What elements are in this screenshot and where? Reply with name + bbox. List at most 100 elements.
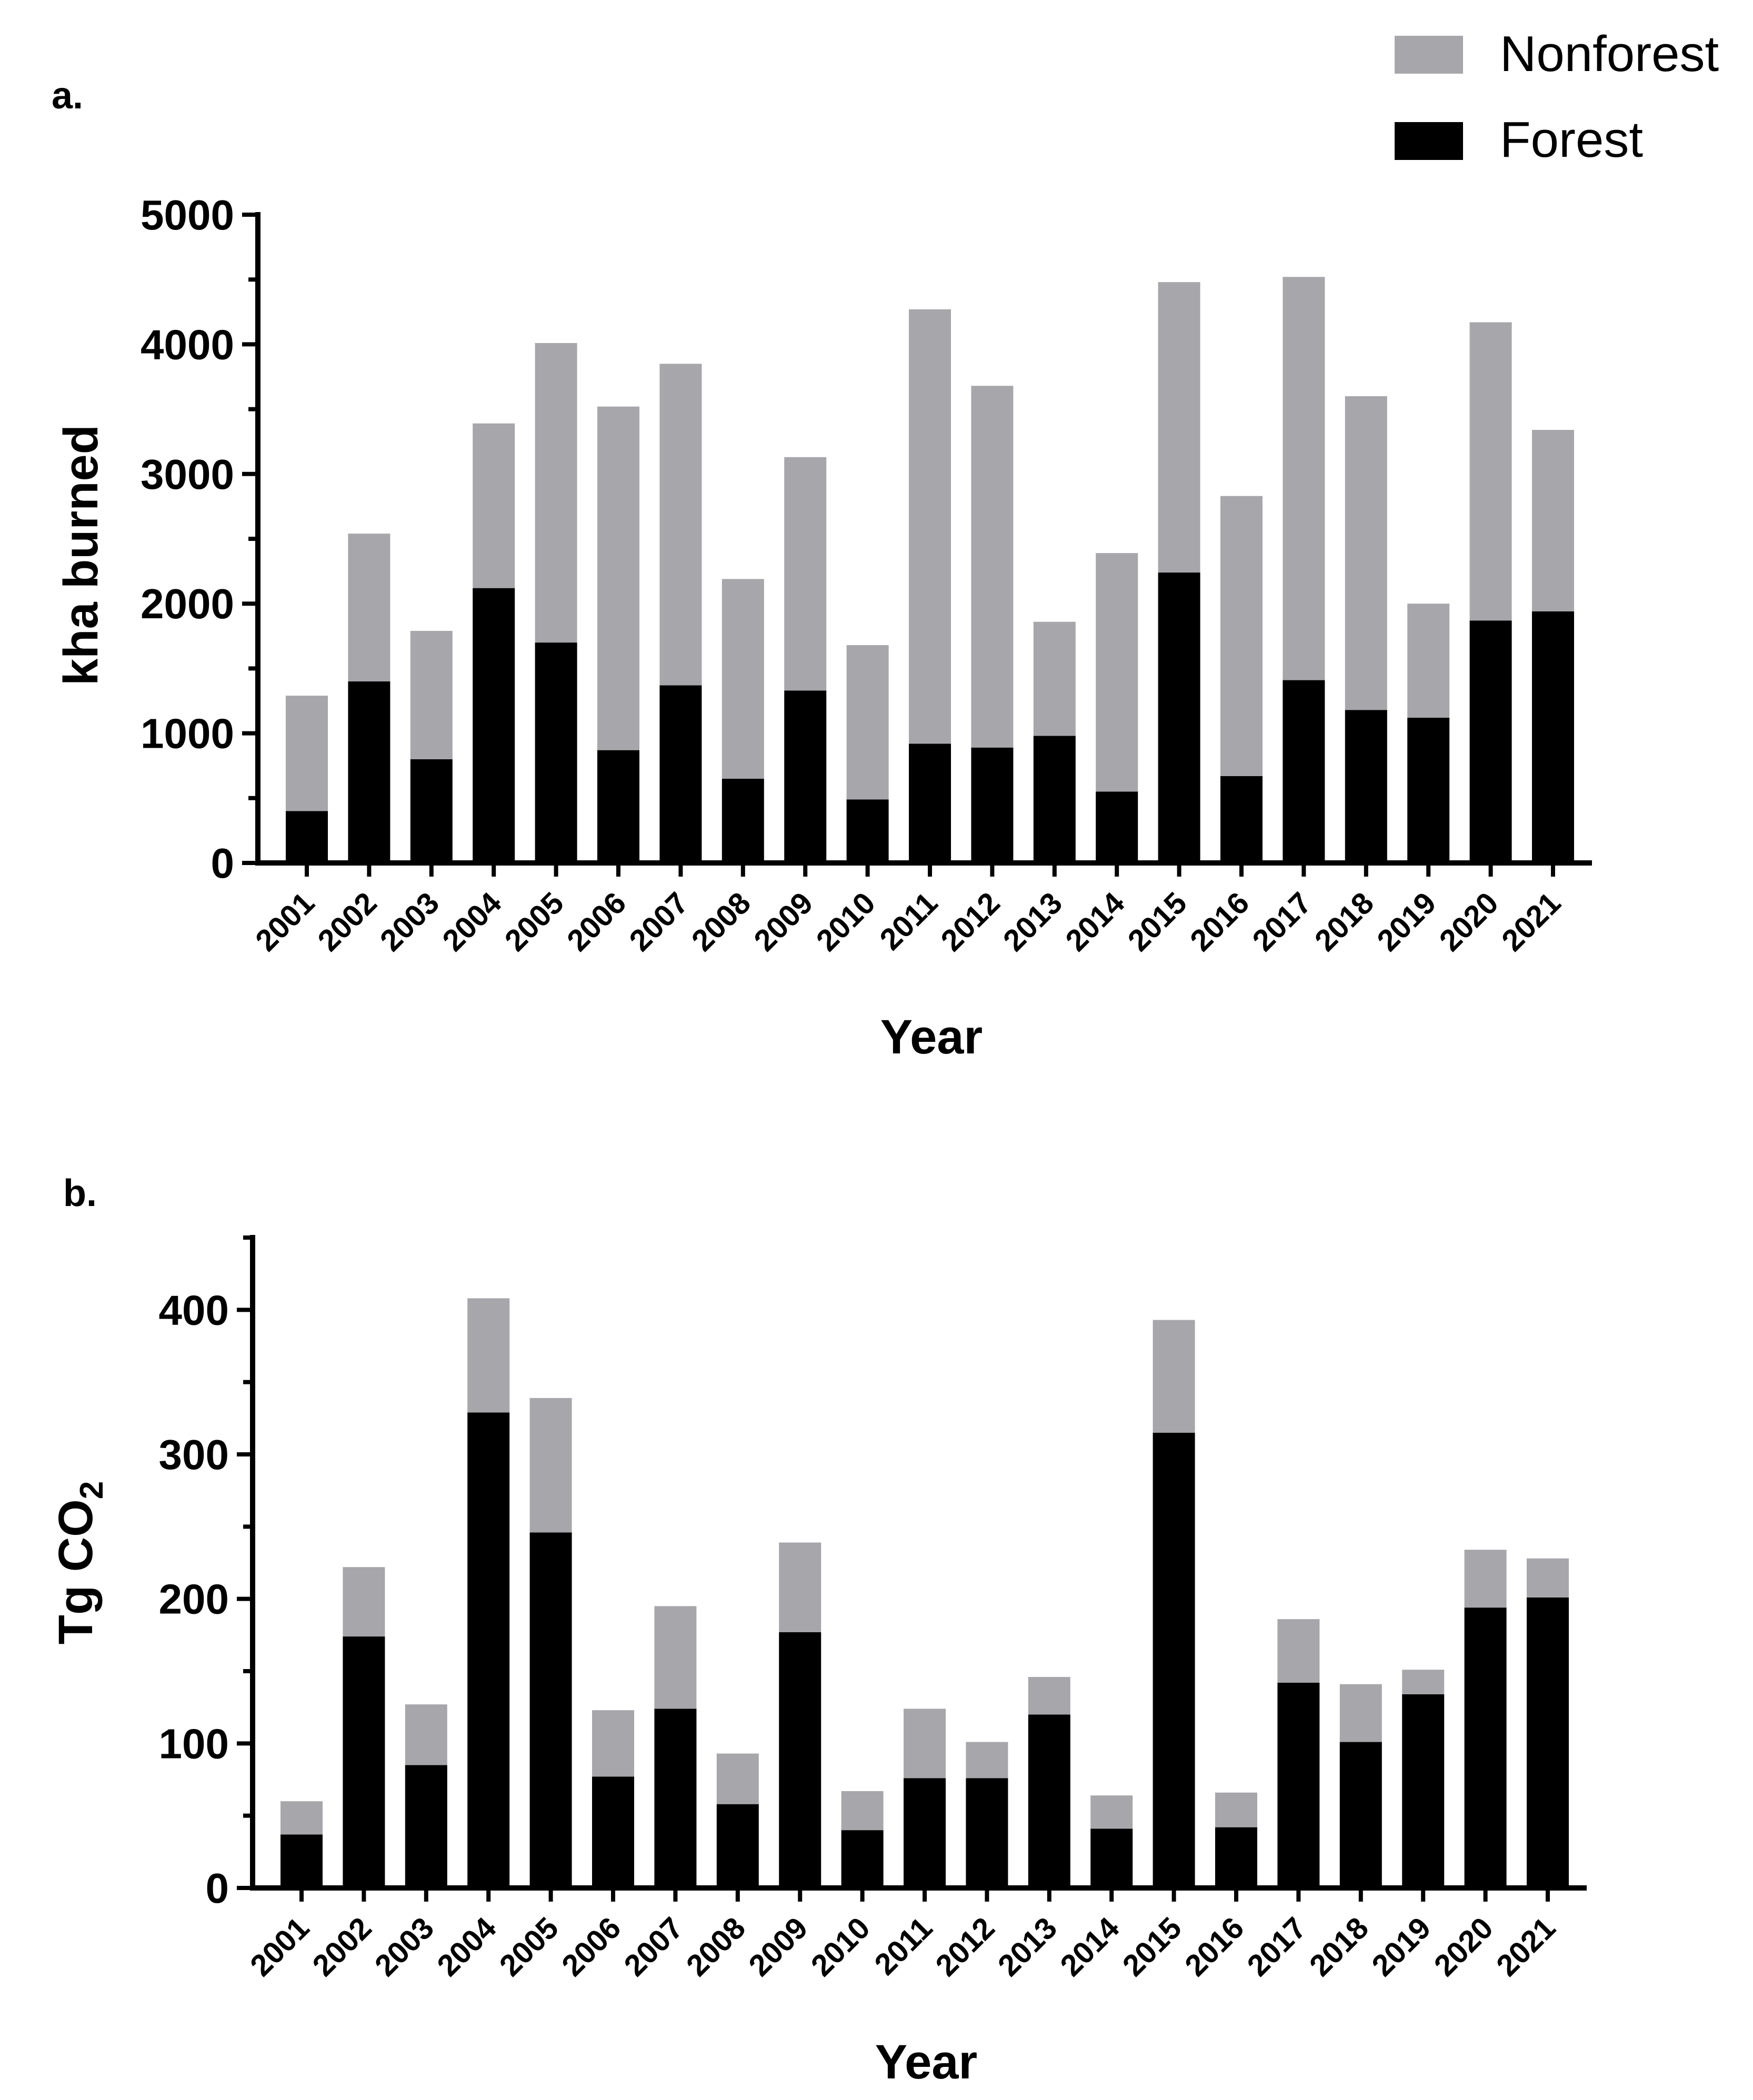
legend-label-forest: Forest bbox=[1500, 112, 1643, 168]
chart-b-bar-forest-2011 bbox=[904, 1778, 946, 1888]
chart-a-bar-forest-2017 bbox=[1283, 680, 1325, 863]
chart-b-y-tick-label: 0 bbox=[206, 1865, 229, 1912]
chart-a-bar-forest-2014 bbox=[1096, 791, 1138, 863]
chart-a-bar-forest-2001 bbox=[286, 811, 328, 863]
chart-b-x-tick-label: 2002 bbox=[306, 1911, 378, 1983]
chart-b-x-tick-label: 2013 bbox=[991, 1911, 1064, 1983]
chart-a-x-tick-label: 2005 bbox=[498, 886, 570, 958]
chart-b-x-tick-label: 2019 bbox=[1365, 1911, 1437, 1983]
chart-a-x-tick-label: 2018 bbox=[1308, 886, 1380, 958]
chart-b-x-tick-label: 2003 bbox=[368, 1911, 440, 1983]
chart-b-x-tick-label: 2021 bbox=[1490, 1911, 1562, 1983]
chart-a-x-tick-label: 2009 bbox=[747, 886, 819, 958]
chart-b-bar-nonforest-2005 bbox=[529, 1398, 572, 1533]
chart-a-x-tick-label: 2008 bbox=[685, 886, 757, 958]
chart-b-bar-nonforest-2007 bbox=[654, 1606, 697, 1709]
chart-a-bar-forest-2004 bbox=[473, 588, 515, 863]
chart-b-bar-nonforest-2001 bbox=[281, 1801, 323, 1835]
chart-b-y-tick-label: 100 bbox=[159, 1720, 229, 1767]
chart-b-bar-forest-2007 bbox=[654, 1709, 697, 1888]
chart-b-bar-nonforest-2006 bbox=[592, 1710, 634, 1777]
chart-b-y-axis-title-main: Tg CO bbox=[49, 1499, 103, 1644]
chart-b-bar-forest-2020 bbox=[1464, 1607, 1507, 1888]
chart-b-x-tick-label: 2010 bbox=[805, 1911, 877, 1983]
chart-a-y-tick-label: 1000 bbox=[141, 710, 234, 757]
chart-a-bar-nonforest-2015 bbox=[1158, 282, 1200, 573]
chart-b-bar-nonforest-2004 bbox=[467, 1298, 510, 1413]
chart-a-x-ticks: 2001200220032004200520062007200820092010… bbox=[249, 863, 1567, 958]
chart-b-y-tick-label: 400 bbox=[159, 1287, 229, 1333]
chart-b-x-tick-label: 2007 bbox=[617, 1911, 689, 1983]
chart-a-x-tick-label: 2016 bbox=[1184, 886, 1256, 958]
chart-b-bar-forest-2019 bbox=[1402, 1694, 1445, 1888]
chart-b-bar-forest-2015 bbox=[1153, 1432, 1195, 1888]
chart-b-bar-forest-2010 bbox=[841, 1830, 884, 1888]
chart-a-y-tick-label: 4000 bbox=[141, 321, 234, 368]
chart-b-bar-forest-2006 bbox=[592, 1776, 634, 1888]
chart-a-bar-forest-2013 bbox=[1033, 736, 1076, 863]
chart-a-x-tick-label: 2007 bbox=[623, 886, 695, 958]
legend-swatch-forest bbox=[1395, 122, 1463, 160]
chart-a-x-tick-label: 2021 bbox=[1495, 886, 1567, 958]
chart-a-bar-forest-2005 bbox=[535, 642, 577, 863]
chart-a-bar-nonforest-2002 bbox=[348, 534, 390, 682]
chart-a-bar-nonforest-2014 bbox=[1096, 553, 1138, 792]
chart-b-bar-nonforest-2002 bbox=[343, 1567, 385, 1637]
chart-a-bar-nonforest-2001 bbox=[286, 696, 328, 811]
chart-a-x-tick-label: 2001 bbox=[249, 886, 321, 958]
chart-b-bar-forest-2013 bbox=[1028, 1714, 1070, 1888]
chart-b-bar-nonforest-2015 bbox=[1153, 1320, 1195, 1433]
chart-a-y-tick-label: 5000 bbox=[141, 192, 234, 238]
chart-b-x-ticks: 2001200220032004200520062007200820092010… bbox=[244, 1888, 1562, 1983]
chart-a-bar-forest-2012 bbox=[971, 747, 1014, 863]
chart-b-bar-nonforest-2012 bbox=[966, 1742, 1008, 1779]
chart-b-x-tick-label: 2020 bbox=[1428, 1911, 1500, 1983]
chart-a-bar-nonforest-2010 bbox=[846, 645, 889, 800]
chart-b-bar-nonforest-2009 bbox=[779, 1542, 822, 1632]
chart-a-y-tick-label: 2000 bbox=[141, 580, 234, 627]
panel-a-label: a. bbox=[52, 75, 83, 117]
chart-b-bar-forest-2012 bbox=[966, 1778, 1008, 1888]
chart-a-bar-nonforest-2003 bbox=[410, 630, 453, 759]
chart-a-y-ticks: 0 1000 2000 3000 4000 5000 bbox=[141, 192, 258, 887]
chart-a-bar-nonforest-2005 bbox=[535, 343, 577, 643]
chart-a-x-tick-label: 2010 bbox=[810, 886, 882, 958]
chart-a-bar-nonforest-2017 bbox=[1283, 277, 1325, 680]
chart-b-x-tick-label: 2006 bbox=[555, 1911, 627, 1983]
chart-a-x-tick-label: 2017 bbox=[1246, 886, 1318, 958]
chart-a-bar-forest-2009 bbox=[784, 690, 827, 863]
chart-a-bar-forest-2021 bbox=[1532, 611, 1574, 863]
chart-b-bar-nonforest-2013 bbox=[1028, 1676, 1070, 1715]
chart-a-bar-nonforest-2009 bbox=[784, 457, 827, 691]
chart-a-bar-nonforest-2013 bbox=[1033, 621, 1076, 736]
chart-b-bar-nonforest-2017 bbox=[1277, 1619, 1320, 1683]
chart-b-x-tick-label: 2001 bbox=[244, 1911, 316, 1983]
legend-swatch-nonforest bbox=[1395, 36, 1463, 74]
chart-b-x-tick-label: 2008 bbox=[680, 1911, 752, 1983]
chart-b-bar-nonforest-2011 bbox=[904, 1709, 946, 1779]
chart-a-x-tick-label: 2019 bbox=[1370, 886, 1443, 958]
chart-a-bar-forest-2016 bbox=[1220, 776, 1263, 863]
chart-a-bars bbox=[286, 277, 1574, 863]
chart-a-bar-forest-2006 bbox=[597, 750, 639, 863]
chart-b-bar-nonforest-2014 bbox=[1090, 1795, 1133, 1829]
panel-b-label: b. bbox=[63, 1172, 97, 1214]
chart-a-bar-forest-2010 bbox=[846, 799, 889, 863]
chart-a-bar-nonforest-2012 bbox=[971, 386, 1014, 748]
chart-b-y-tick-label: 300 bbox=[159, 1431, 229, 1478]
chart-a-bar-nonforest-2007 bbox=[659, 364, 702, 686]
chart-a-bar-nonforest-2020 bbox=[1469, 322, 1512, 621]
chart-a-bar-forest-2015 bbox=[1158, 572, 1200, 863]
chart-b-bar-nonforest-2019 bbox=[1402, 1670, 1445, 1694]
chart-a-x-tick-label: 2012 bbox=[934, 886, 1006, 958]
chart-b-x-axis-title: Year bbox=[875, 2035, 977, 2089]
chart-a-bar-forest-2020 bbox=[1469, 620, 1512, 863]
chart-b-bar-nonforest-2018 bbox=[1339, 1684, 1382, 1742]
chart-b-bar-nonforest-2010 bbox=[841, 1791, 884, 1831]
chart-a-x-tick-label: 2006 bbox=[560, 886, 633, 958]
chart-a-y-tick-label: 0 bbox=[211, 840, 235, 887]
chart-b-x-tick-label: 2004 bbox=[430, 1911, 503, 1983]
chart-b-y-axis-title-subscript: 2 bbox=[74, 1481, 110, 1499]
